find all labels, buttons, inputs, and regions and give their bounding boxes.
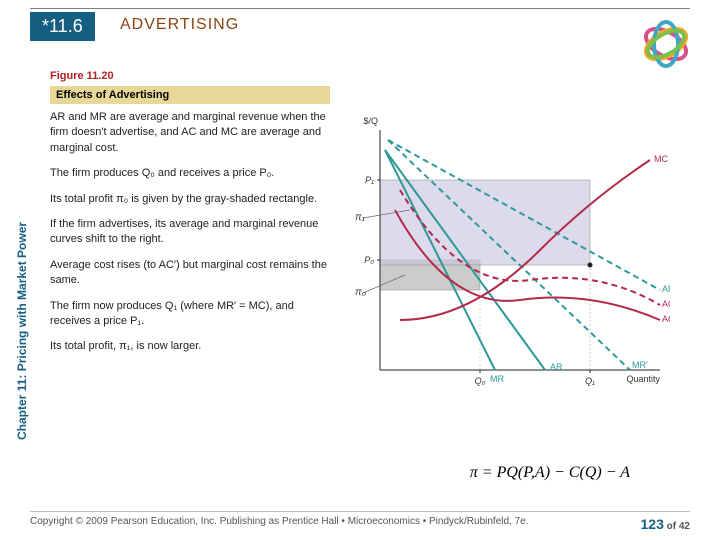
svg-text:π₁: π₁: [355, 212, 365, 223]
page-footer: Copyright © 2009 Pearson Education, Inc.…: [30, 511, 690, 532]
svg-text:AC′: AC′: [662, 299, 670, 309]
copyright-text: Copyright © 2009 Pearson Education, Inc.…: [30, 516, 529, 532]
chart-column: $/Q Quantity P₁ P₀ Q₀ Q₁ AR MR AR′ MR′ MC AC AC′ π₁ π₀: [340, 110, 700, 415]
svg-text:MC: MC: [654, 154, 668, 164]
svg-text:AC: AC: [662, 314, 670, 324]
paragraph: The firm produces Q₀ and receives a pric…: [50, 166, 330, 181]
figure-title: Effects of Advertising: [50, 86, 330, 104]
section-title: ADVERTISING: [120, 16, 239, 34]
paragraph: The firm now produces Q₁ (where MR′ = MC…: [50, 299, 330, 330]
advertising-economics-chart: $/Q Quantity P₁ P₀ Q₀ Q₁ AR MR AR′ MR′ MC AC AC′ π₁ π₀: [340, 110, 670, 410]
svg-text:P₀: P₀: [364, 255, 374, 265]
paragraph: If the firm advertises, its average and …: [50, 217, 330, 248]
figure-label: Figure 11.20: [50, 70, 700, 82]
paragraph: AR and MR are average and marginal reven…: [50, 110, 330, 156]
profit-equation: π = PQ(P,A) − C(Q) − A: [470, 464, 630, 482]
chapter-sidebar: Chapter 11: Pricing with Market Power: [15, 222, 29, 440]
svg-text:Q₁: Q₁: [585, 376, 595, 386]
decorative-knot-icon: [634, 12, 698, 76]
svg-text:P₁: P₁: [365, 175, 374, 185]
section-number: *11.6: [30, 12, 95, 41]
svg-text:Q₀: Q₀: [475, 376, 486, 386]
paragraph: Average cost rises (to AC′) but marginal…: [50, 258, 330, 289]
svg-text:AR′: AR′: [662, 284, 670, 294]
main-content: Figure 11.20 Effects of Advertising AR a…: [50, 70, 700, 415]
svg-text:AR: AR: [550, 362, 563, 372]
paragraph: Its total profit, π₁, is now larger.: [50, 339, 330, 354]
top-separator: [30, 8, 690, 9]
paragraph: Its total profit π₀ is given by the gray…: [50, 192, 330, 207]
svg-text:MR: MR: [490, 374, 504, 384]
svg-text:$/Q: $/Q: [363, 116, 378, 126]
svg-text:MR′: MR′: [632, 360, 648, 370]
svg-text:π₀: π₀: [355, 287, 366, 298]
description-column: AR and MR are average and marginal reven…: [50, 110, 330, 415]
svg-text:Quantity: Quantity: [626, 374, 660, 384]
page-indicator: 123 of 42: [641, 516, 690, 532]
